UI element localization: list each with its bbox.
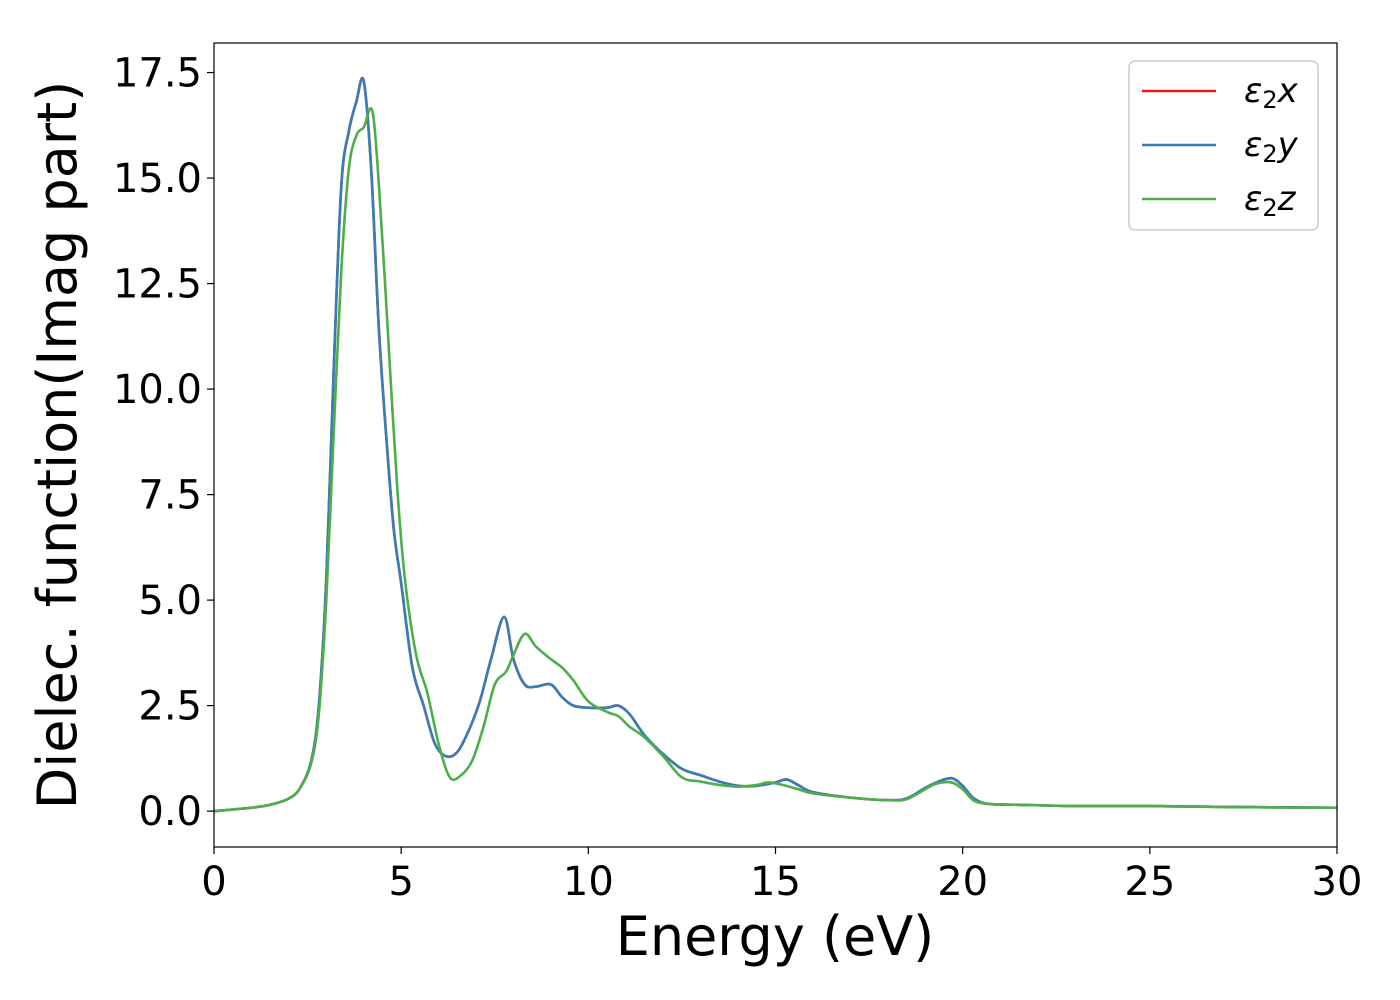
y-tick-label: 17.5: [113, 51, 202, 97]
series-line-3: [214, 106, 1337, 813]
plot-layer: [214, 77, 1337, 813]
y-tick-label: 7.5: [138, 473, 202, 519]
legend-box: [1128, 60, 1319, 231]
y-tick-label: 15.0: [113, 156, 202, 202]
x-tick-label: 10: [563, 859, 614, 905]
x-tick-label: 0: [201, 859, 226, 905]
x-tick-label: 15: [750, 859, 801, 905]
legend-label-y: ε2y: [1244, 125, 1299, 168]
x-axis-label: Energy (eV): [616, 905, 935, 968]
legend-label-z: ε2z: [1244, 179, 1297, 222]
y-axis-label: Dielec. function(Imag part): [26, 81, 89, 810]
x-tick-label: 30: [1312, 859, 1363, 905]
y-tick-label: 10.0: [113, 367, 202, 413]
y-tick-label: 0.0: [138, 789, 202, 835]
x-tick-label: 5: [388, 859, 413, 905]
y-tick-label: 5.0: [138, 578, 202, 624]
legend: ε2x ε2y ε2z: [1128, 60, 1319, 231]
plot-frame: [213, 42, 1338, 848]
x-tick-label: 20: [937, 859, 988, 905]
x-tick-label: 25: [1124, 859, 1175, 905]
y-tick-label: 12.5: [113, 262, 202, 308]
y-tick-label: 2.5: [138, 684, 202, 730]
legend-label-x: ε2x: [1244, 71, 1299, 114]
ticks-layer: 0 5 10 15 20 25 30 0.0 2.5 5.0 7.5 10.0 12.5 15.0 17.5: [113, 51, 1363, 905]
